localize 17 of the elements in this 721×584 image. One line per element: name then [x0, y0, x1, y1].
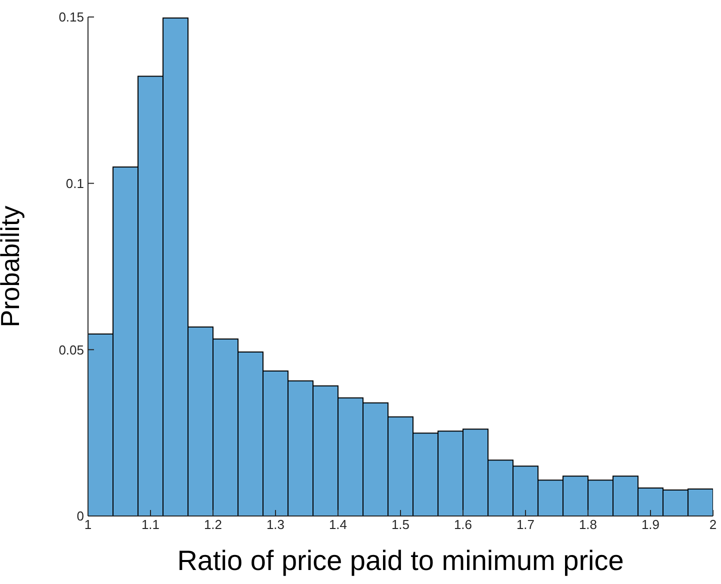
x-tick-label: 1 [84, 517, 92, 532]
x-tick-label: 1.6 [454, 517, 472, 532]
y-tick-label: 0.15 [58, 10, 84, 25]
x-tick-label: 1.4 [328, 517, 348, 532]
x-tick-label: 1.9 [641, 517, 660, 532]
x-tick-label: 1.3 [266, 517, 285, 532]
x-tick-label: 2 [709, 517, 717, 532]
x-tick-label: 1.7 [516, 517, 535, 532]
x-tick-label: 1.1 [141, 517, 160, 532]
x-tick-label: 1.8 [578, 517, 598, 532]
x-axis-title: Ratio of price paid to minimum price [177, 545, 624, 576]
y-tick-label: 0.1 [66, 176, 84, 191]
x-tick-label: 1.2 [204, 517, 222, 532]
y-axis-title: Probability [0, 206, 26, 328]
x-tick-label: 1.5 [391, 517, 410, 532]
y-tick-label: 0.05 [58, 342, 84, 358]
y-tick-label: 0 [76, 508, 84, 524]
